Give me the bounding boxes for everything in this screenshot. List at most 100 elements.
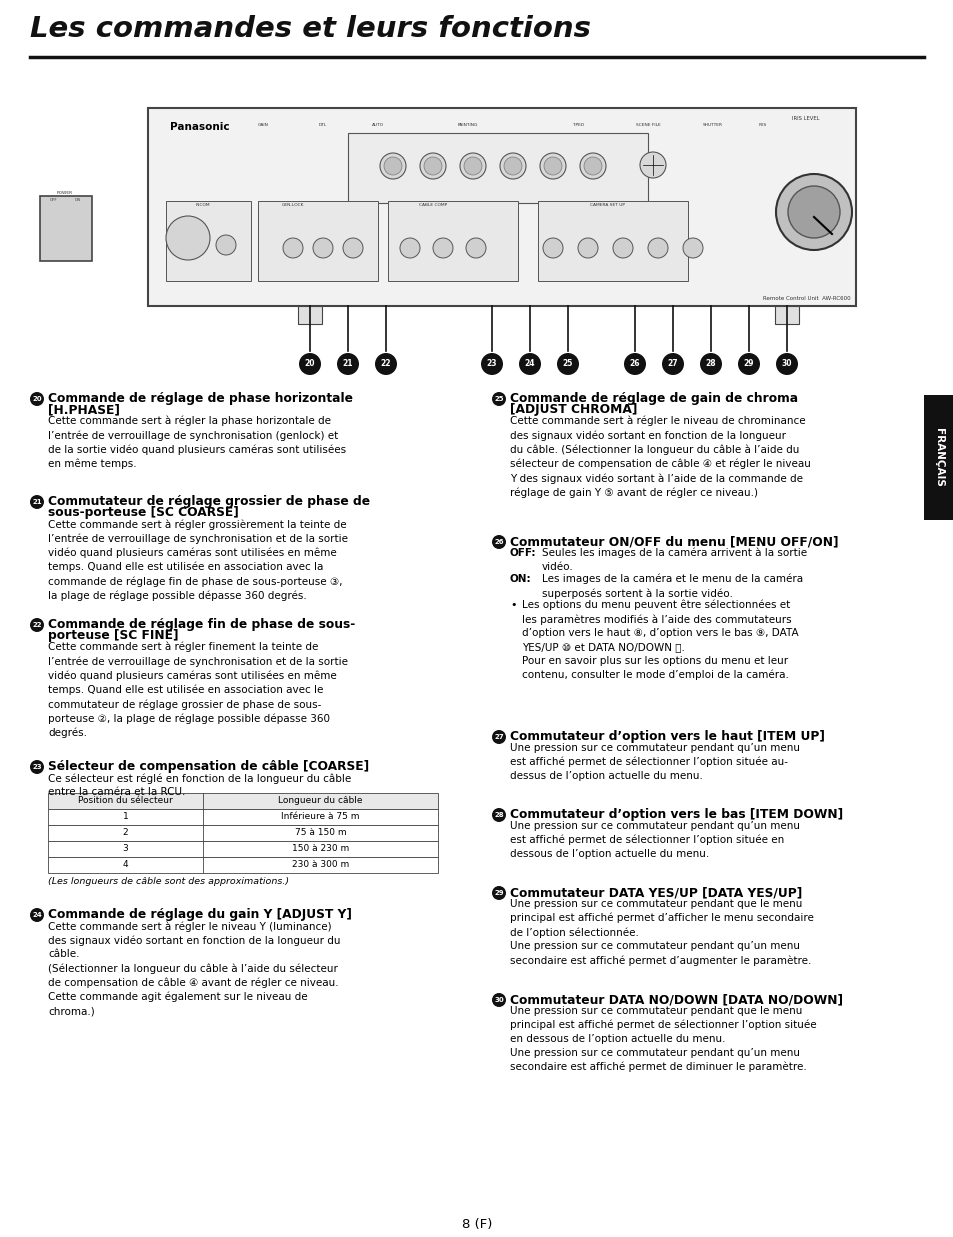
Text: Seules les images de la caméra arrivent à la sortie
vidéo.: Seules les images de la caméra arrivent …: [541, 548, 806, 571]
Bar: [48, 793, 437, 809]
Circle shape: [492, 993, 505, 1007]
Text: CAMERA SET UP: CAMERA SET UP: [590, 203, 625, 207]
Text: 27: 27: [667, 360, 678, 369]
Text: (Les longueurs de câble sont des approximations.): (Les longueurs de câble sont des approxi…: [48, 877, 289, 886]
Circle shape: [492, 392, 505, 406]
Bar: [48, 857, 437, 873]
Text: Une pression sur ce commutateur pendant que le menu
principal est affiché permet: Une pression sur ce commutateur pendant …: [510, 899, 813, 966]
Circle shape: [433, 238, 453, 259]
Bar: [148, 108, 855, 306]
Text: 1: 1: [123, 811, 129, 821]
Text: 27: 27: [494, 734, 503, 740]
Bar: [297, 306, 322, 324]
Text: CABLE COMP: CABLE COMP: [418, 203, 447, 207]
Circle shape: [647, 238, 667, 259]
Circle shape: [557, 353, 578, 375]
Circle shape: [700, 353, 721, 375]
Text: porteuse [SC FINE]: porteuse [SC FINE]: [48, 628, 178, 642]
Text: Les commandes et leurs fonctions: Les commandes et leurs fonctions: [30, 15, 590, 43]
Circle shape: [480, 353, 502, 375]
Text: Cette commande sert à régler le niveau Y (luminance)
des signaux vidéo sortant e: Cette commande sert à régler le niveau Y…: [48, 922, 340, 1016]
Bar: [388, 200, 517, 281]
Text: 23: 23: [486, 360, 497, 369]
Text: 20: 20: [304, 360, 314, 369]
Text: POWER: POWER: [57, 190, 73, 195]
Text: Cette commande sert à régler grossièrement la teinte de
l’entrée de verrouillage: Cette commande sert à régler grossièreme…: [48, 520, 348, 601]
Circle shape: [384, 157, 401, 174]
Circle shape: [543, 157, 561, 174]
Text: Commutateur DATA YES/UP [DATA YES/UP]: Commutateur DATA YES/UP [DATA YES/UP]: [510, 886, 801, 899]
Text: 29: 29: [743, 360, 754, 369]
Circle shape: [379, 153, 406, 179]
Text: sous-porteuse [SC COARSE]: sous-porteuse [SC COARSE]: [48, 506, 238, 520]
Text: Position du sélecteur: Position du sélecteur: [78, 795, 172, 805]
Bar: [48, 841, 437, 857]
Circle shape: [623, 353, 645, 375]
Text: Commande de réglage de gain de chroma: Commande de réglage de gain de chroma: [510, 392, 798, 404]
Circle shape: [463, 157, 481, 174]
Circle shape: [503, 157, 521, 174]
Circle shape: [313, 238, 333, 259]
Text: 24: 24: [32, 912, 42, 918]
Circle shape: [578, 238, 598, 259]
Bar: [348, 134, 647, 203]
Text: OFF: OFF: [50, 198, 57, 202]
Text: 3: 3: [123, 844, 129, 854]
Circle shape: [542, 238, 562, 259]
Text: Longueur du câble: Longueur du câble: [278, 795, 362, 805]
Circle shape: [539, 153, 565, 179]
Bar: [257, 200, 377, 281]
Text: IRIS: IRIS: [758, 122, 766, 127]
Circle shape: [459, 153, 485, 179]
Text: Commutateur de réglage grossier de phase de: Commutateur de réglage grossier de phase…: [48, 495, 370, 508]
Circle shape: [30, 495, 44, 508]
Text: Une pression sur ce commutateur pendant que le menu
principal est affiché permet: Une pression sur ce commutateur pendant …: [510, 1006, 816, 1071]
Text: ON: ON: [75, 198, 81, 202]
Text: [H.PHASE]: [H.PHASE]: [48, 403, 120, 416]
Text: 25: 25: [494, 396, 503, 402]
Circle shape: [465, 238, 485, 259]
Text: 26: 26: [629, 360, 639, 369]
Text: 24: 24: [524, 360, 535, 369]
Bar: [774, 306, 799, 324]
Text: 75 à 150 m: 75 à 150 m: [294, 828, 346, 837]
Circle shape: [579, 153, 605, 179]
Circle shape: [283, 238, 303, 259]
Circle shape: [613, 238, 633, 259]
Text: 21: 21: [32, 499, 42, 505]
Circle shape: [298, 353, 320, 375]
Circle shape: [492, 534, 505, 549]
Circle shape: [518, 353, 540, 375]
Circle shape: [215, 235, 235, 255]
Text: GAIN: GAIN: [257, 122, 268, 127]
Text: 23: 23: [32, 764, 42, 769]
Text: 2: 2: [123, 828, 128, 837]
Text: 22: 22: [32, 622, 42, 628]
Text: INCOM: INCOM: [195, 203, 210, 207]
Circle shape: [787, 186, 840, 238]
Circle shape: [661, 353, 683, 375]
Text: 28: 28: [494, 811, 503, 818]
Text: Commutateur d’option vers le bas [ITEM DOWN]: Commutateur d’option vers le bas [ITEM D…: [510, 808, 842, 821]
Circle shape: [399, 238, 419, 259]
Text: 30: 30: [781, 360, 791, 369]
Text: Commutateur DATA NO/DOWN [DATA NO/DOWN]: Commutateur DATA NO/DOWN [DATA NO/DOWN]: [510, 993, 842, 1006]
Text: 26: 26: [494, 539, 503, 546]
Bar: [166, 200, 251, 281]
Circle shape: [492, 808, 505, 823]
Text: Les options du menu peuvent être sélectionnées et
les paramètres modifiés à l’ai: Les options du menu peuvent être sélecti…: [521, 600, 798, 680]
Circle shape: [492, 886, 505, 901]
Text: Ce sélecteur est réglé en fonction de la longueur du câble
entre la caméra et la: Ce sélecteur est réglé en fonction de la…: [48, 773, 351, 797]
Circle shape: [423, 157, 441, 174]
Text: 230 à 300 m: 230 à 300 m: [292, 860, 349, 870]
Bar: [48, 809, 437, 825]
Circle shape: [583, 157, 601, 174]
Text: Panasonic: Panasonic: [170, 122, 230, 132]
Text: Commutateur d’option vers le haut [ITEM UP]: Commutateur d’option vers le haut [ITEM …: [510, 730, 824, 743]
Text: 28: 28: [705, 360, 716, 369]
Text: 20: 20: [32, 396, 42, 402]
Text: OFF:: OFF:: [510, 548, 536, 558]
Text: 21: 21: [342, 360, 353, 369]
Text: IRIS LEVEL: IRIS LEVEL: [791, 116, 819, 121]
Circle shape: [499, 153, 525, 179]
